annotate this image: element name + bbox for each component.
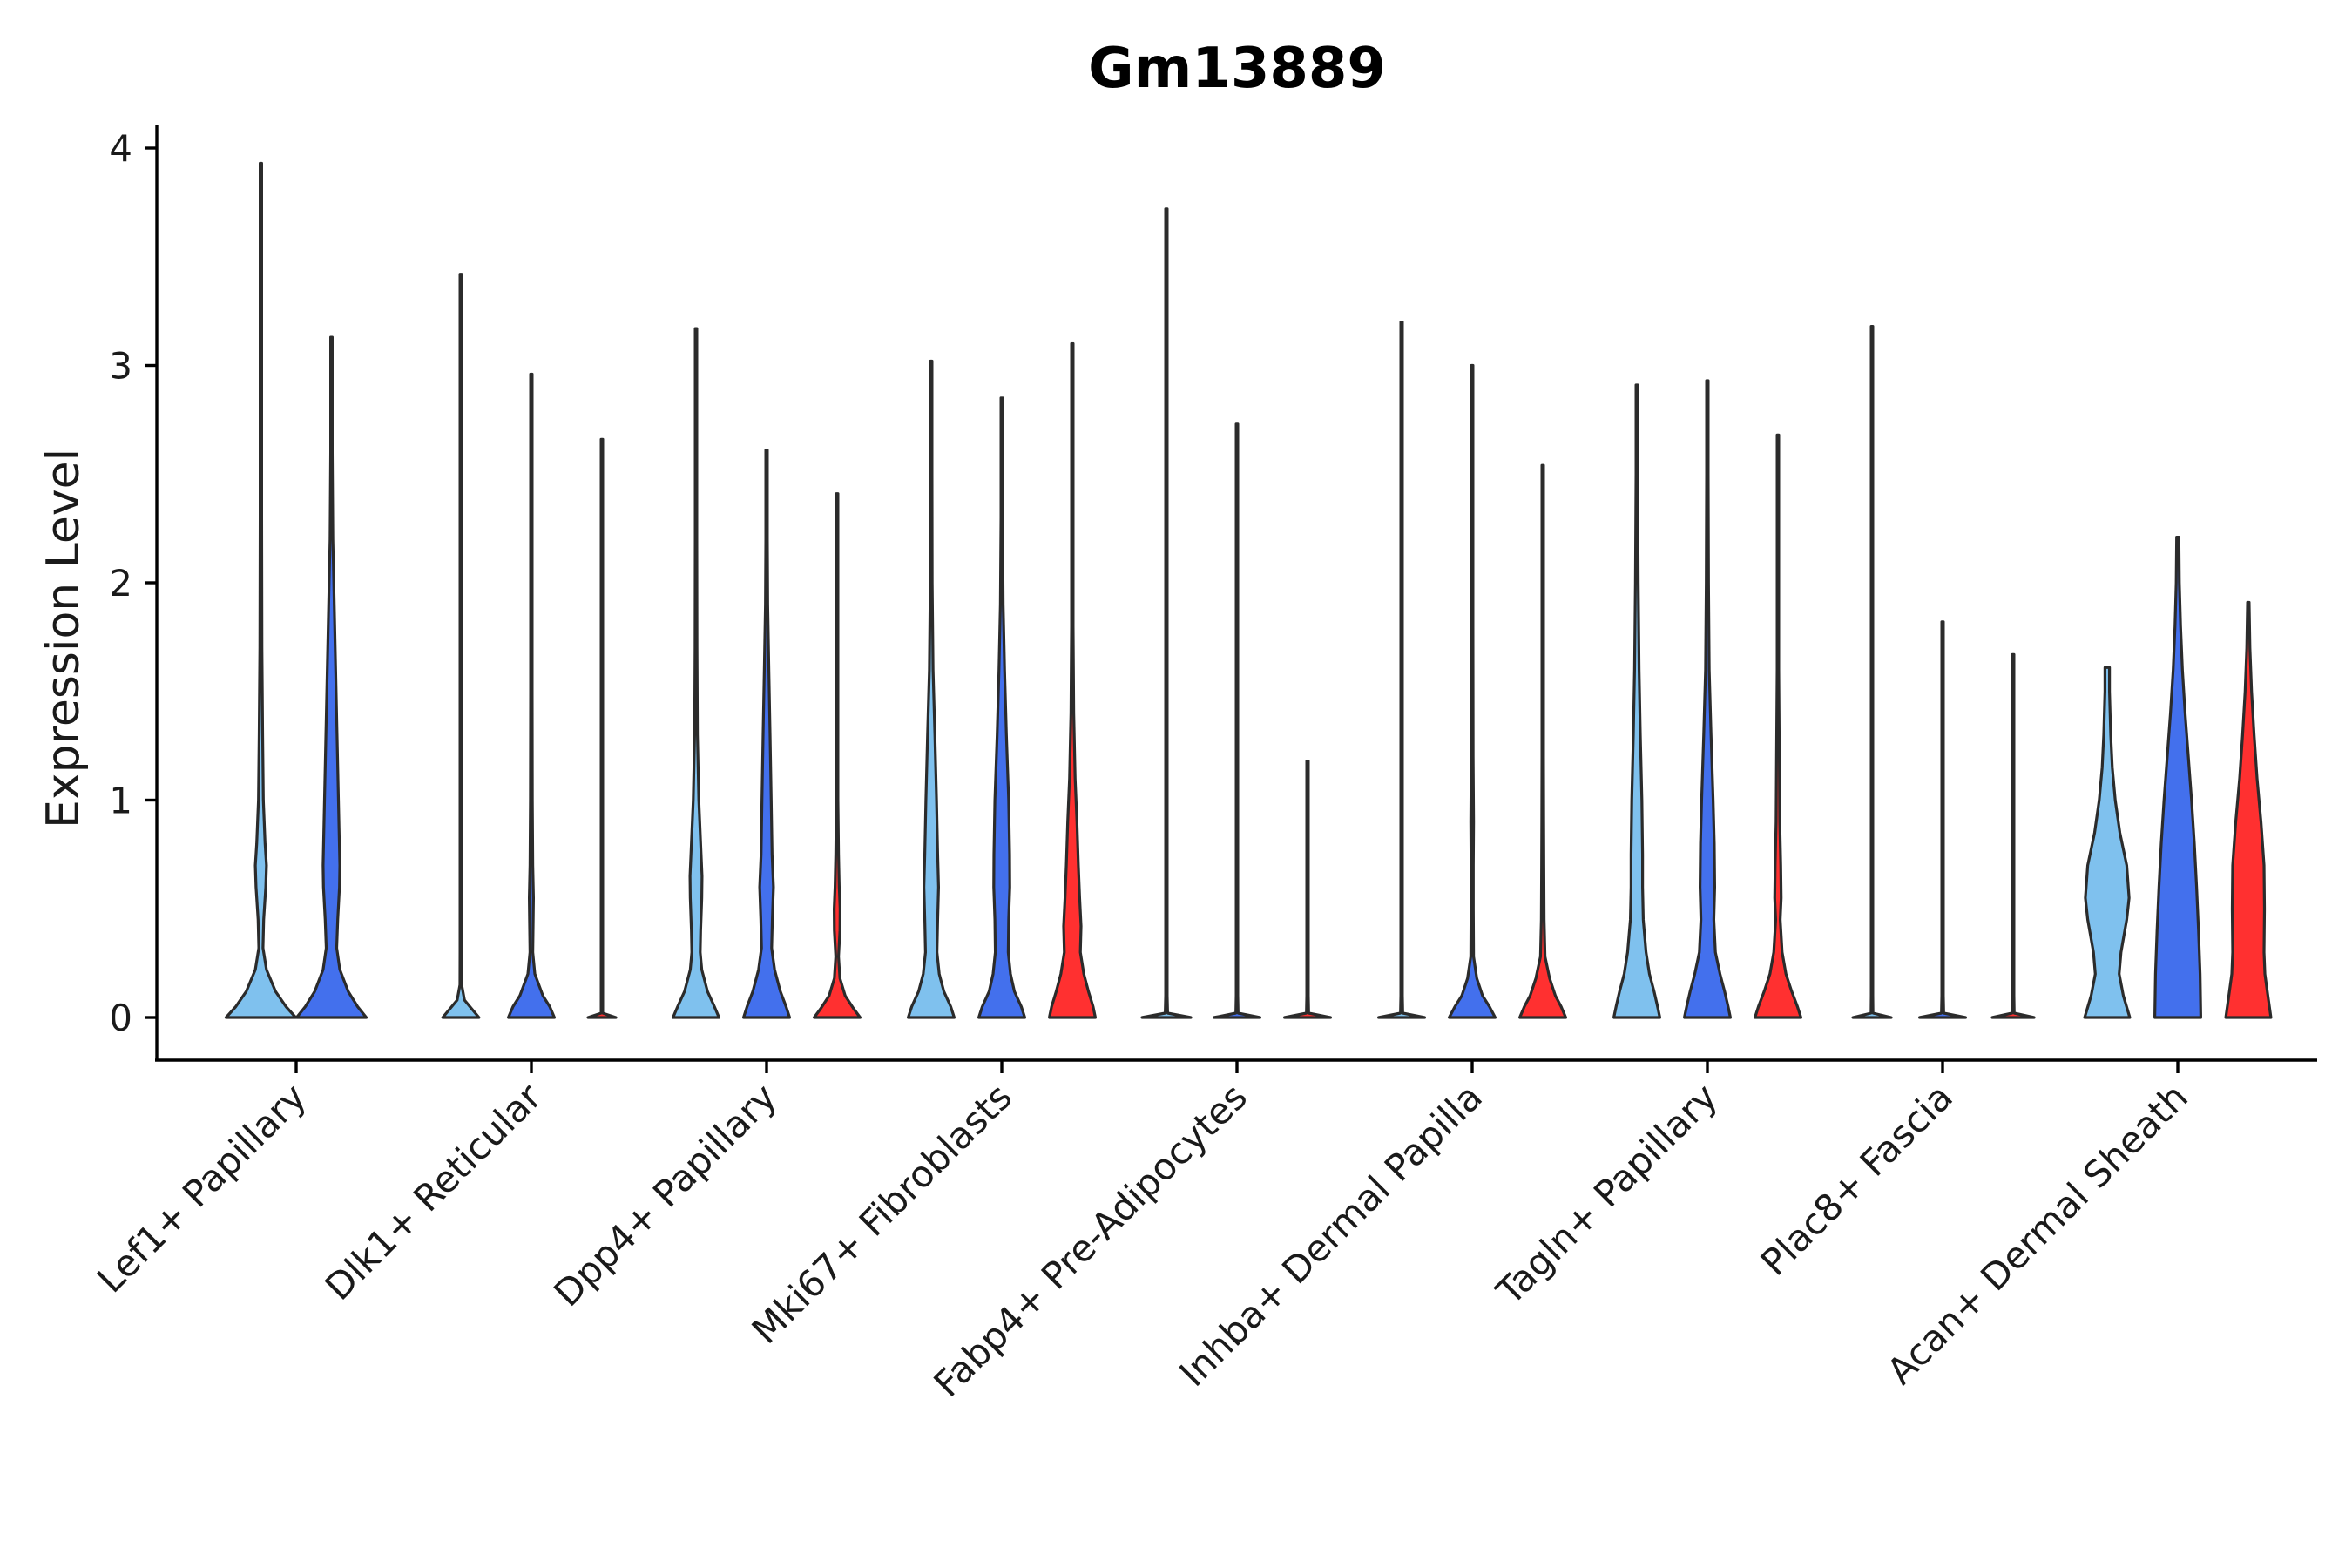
violin bbox=[1448, 363, 1497, 1019]
violin bbox=[586, 437, 618, 1019]
y-axis-label: Expression Level bbox=[37, 449, 90, 828]
violin bbox=[1140, 207, 1193, 1019]
violin bbox=[294, 335, 368, 1019]
violin bbox=[1683, 379, 1732, 1019]
x-tick-label: Mki67+ Fibroblasts bbox=[744, 1075, 1020, 1351]
violin bbox=[672, 327, 720, 1019]
violin bbox=[441, 273, 481, 1019]
violin-group bbox=[224, 161, 2273, 1019]
x-tick-label: Dlk1+ Reticular bbox=[317, 1075, 551, 1308]
y-tick-label: 0 bbox=[109, 997, 132, 1039]
violin bbox=[2153, 536, 2202, 1019]
y-tick-label: 3 bbox=[109, 345, 132, 388]
violin bbox=[742, 449, 791, 1019]
violin bbox=[2224, 600, 2273, 1019]
violin bbox=[1612, 383, 1661, 1019]
violin bbox=[507, 372, 556, 1019]
violin bbox=[907, 359, 956, 1019]
violin bbox=[2083, 666, 2132, 1019]
violin bbox=[1990, 652, 2036, 1019]
violin bbox=[1518, 463, 1567, 1019]
y-tick-label: 1 bbox=[109, 780, 132, 822]
violin bbox=[977, 396, 1026, 1019]
violin bbox=[1377, 321, 1426, 1019]
x-tick-label: Dpp4+ Papillary bbox=[545, 1075, 785, 1315]
violin bbox=[1851, 324, 1893, 1019]
violin bbox=[1283, 759, 1332, 1019]
violin bbox=[1213, 422, 1261, 1019]
violin bbox=[1754, 433, 1802, 1019]
violin bbox=[1918, 620, 1967, 1019]
y-ticks: 0 1 2 3 4 bbox=[109, 127, 157, 1039]
x-tick-label: Tagln+ Papillary bbox=[1488, 1075, 1726, 1313]
violin bbox=[224, 161, 298, 1019]
chart-title: Gm13889 bbox=[1088, 37, 1386, 101]
x-tick-label: Plac8+ Fascia bbox=[1753, 1075, 1961, 1283]
y-tick-label: 2 bbox=[109, 562, 132, 605]
violin bbox=[1048, 341, 1097, 1019]
y-tick-label: 4 bbox=[109, 127, 132, 170]
x-tick-label: Lef1+ Papillary bbox=[89, 1075, 314, 1301]
violin bbox=[813, 492, 862, 1019]
